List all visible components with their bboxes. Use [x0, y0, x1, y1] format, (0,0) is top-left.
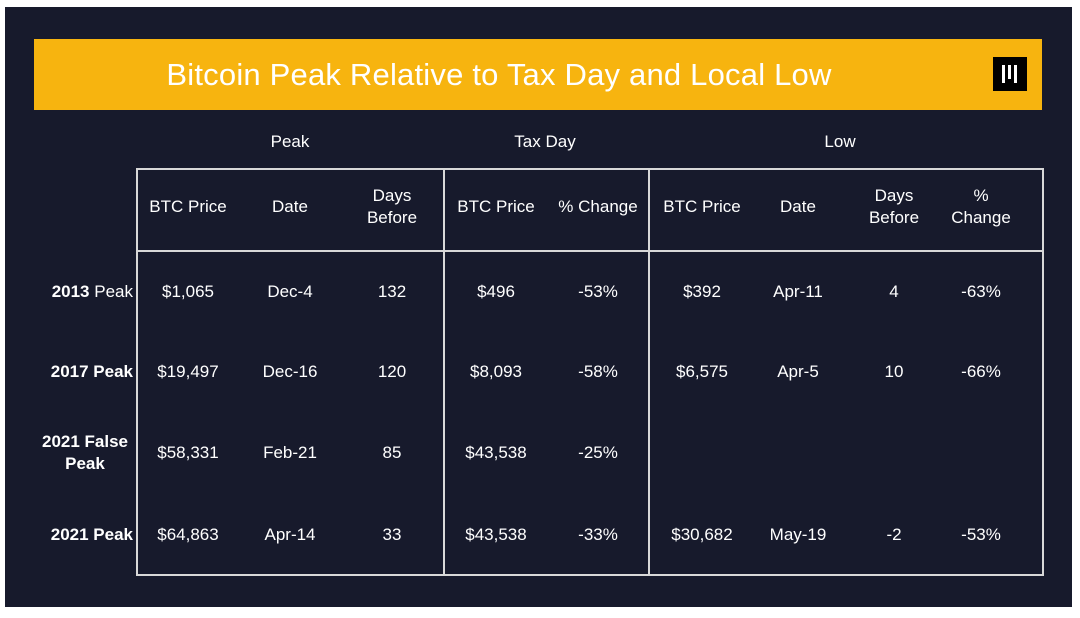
- table-cell: $43,538: [465, 525, 527, 544]
- group-header-low: Low: [824, 132, 856, 151]
- header-divider-line: [137, 250, 1044, 252]
- column-header: Date: [272, 197, 308, 216]
- column-header: % Change: [951, 186, 1011, 227]
- title-banner: Bitcoin Peak Relative to Tax Day and Loc…: [34, 39, 1042, 110]
- column-header: BTC Price: [149, 197, 227, 216]
- table-cell: -63%: [961, 282, 1001, 301]
- table-cell: $19,497: [157, 362, 219, 381]
- table-top-line: [137, 168, 1044, 170]
- table-cell: 10: [884, 362, 904, 381]
- table-cell: May-19: [769, 525, 827, 544]
- column-header: BTC Price: [457, 197, 535, 216]
- group-header-tax-day: Tax Day: [514, 132, 576, 151]
- table-cell: Feb-21: [263, 443, 317, 462]
- table-cell: -33%: [578, 525, 618, 544]
- row-label-year: 2013: [51, 282, 90, 301]
- table-cell: Dec-4: [267, 282, 313, 301]
- table-cell: 120: [377, 362, 407, 381]
- table-cell: Dec-16: [262, 362, 318, 381]
- row-label: 2021 Peak: [5, 524, 133, 546]
- peak-taxday-divider: [443, 168, 445, 576]
- table-left-line: [136, 168, 138, 576]
- table-cell: $43,538: [465, 443, 527, 462]
- table-cell: -53%: [961, 525, 1001, 544]
- table-cell: -66%: [961, 362, 1001, 381]
- table-cell: Apr-5: [777, 362, 819, 381]
- table-cell: $8,093: [470, 362, 522, 381]
- table-cell: $496: [477, 282, 515, 301]
- column-header: % Change: [558, 197, 638, 216]
- table-cell: Apr-11: [773, 282, 823, 301]
- row-label: 2013 Peak: [5, 281, 133, 303]
- taxday-low-divider: [648, 168, 650, 576]
- row-label-rest: Peak: [89, 282, 133, 301]
- table-cell: 4: [889, 282, 899, 301]
- group-header-peak: Peak: [270, 132, 310, 151]
- table-cell: -2: [886, 525, 902, 544]
- table-cell: 132: [377, 282, 407, 301]
- column-header: Date: [780, 197, 816, 216]
- table-cell: $30,682: [671, 525, 733, 544]
- chart-title: Bitcoin Peak Relative to Tax Day and Loc…: [166, 57, 832, 92]
- table-right-line: [1042, 168, 1044, 576]
- slide: Bitcoin Peak Relative to Tax Day and Loc…: [5, 7, 1072, 607]
- row-label: 2017 Peak: [5, 361, 133, 383]
- table-cell: $58,331: [157, 443, 219, 462]
- column-header: Days Before: [366, 186, 418, 227]
- table-cell: $64,863: [157, 525, 219, 544]
- table-cell: 85: [382, 443, 402, 462]
- table-cell: 33: [382, 525, 402, 544]
- row-label-text: 2021 False Peak: [41, 432, 128, 473]
- row-label-text: 2021 Peak: [50, 525, 133, 544]
- table-bottom-line: [137, 574, 1044, 576]
- table-cell: $1,065: [162, 282, 214, 301]
- table-cell: -53%: [578, 282, 618, 301]
- pantera-logo-icon: [993, 57, 1027, 91]
- column-header: Days Before: [868, 186, 920, 227]
- table-cell: $6,575: [676, 362, 728, 381]
- column-header: BTC Price: [663, 197, 741, 216]
- table-cell: Apr-14: [264, 525, 316, 544]
- table-cell: -25%: [578, 443, 618, 462]
- row-label: 2021 False Peak: [5, 431, 133, 475]
- row-label-text: 2017 Peak: [50, 362, 133, 381]
- table-cell: -58%: [578, 362, 618, 381]
- table-cell: $392: [683, 282, 721, 301]
